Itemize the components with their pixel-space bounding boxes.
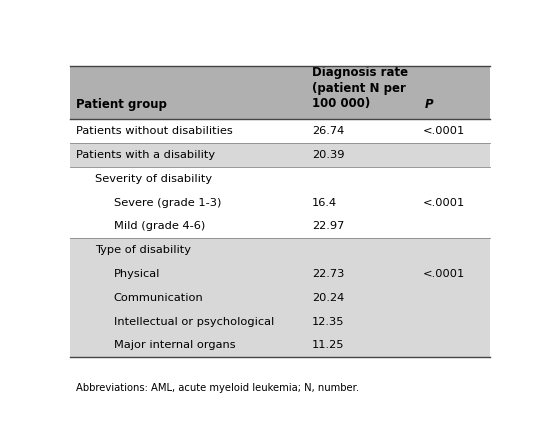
Text: Patient group: Patient group [75,98,166,111]
Text: P: P [424,98,433,111]
Text: <.0001: <.0001 [422,198,464,207]
Text: 26.74: 26.74 [312,126,345,136]
Text: 16.4: 16.4 [312,198,337,207]
Text: Physical: Physical [114,269,160,279]
Bar [71,66,490,119]
Text: Mild (grade 4-6): Mild (grade 4-6) [114,221,205,232]
Text: Intellectual or psychological: Intellectual or psychological [114,317,274,327]
Bar [71,310,490,333]
Text: Type of disability: Type of disability [95,245,191,255]
Text: 22.97: 22.97 [312,221,345,232]
Text: Abbreviations: AML, acute myeloid leukemia; N, number.: Abbreviations: AML, acute myeloid leukem… [75,383,359,392]
Text: <.0001: <.0001 [422,269,464,279]
Text: Major internal organs: Major internal organs [114,340,235,350]
Text: 12.35: 12.35 [312,317,345,327]
Text: Patients with a disability: Patients with a disability [75,150,215,160]
Bar [71,286,490,310]
Bar [71,333,490,358]
Text: Severe (grade 1-3): Severe (grade 1-3) [114,198,221,207]
Bar [71,143,490,167]
Bar [71,262,490,286]
Bar [71,238,490,262]
Bar [71,191,490,215]
Bar [71,215,490,238]
Text: 22.73: 22.73 [312,269,345,279]
Text: 20.24: 20.24 [312,293,345,303]
Bar [71,167,490,191]
Text: <.0001: <.0001 [422,126,464,136]
Text: Diagnosis rate
(patient N per
100 000): Diagnosis rate (patient N per 100 000) [312,66,408,110]
Bar [71,119,490,143]
Text: Severity of disability: Severity of disability [95,174,212,184]
Text: 20.39: 20.39 [312,150,345,160]
Text: 11.25: 11.25 [312,340,345,350]
Text: Communication: Communication [114,293,203,303]
Text: Patients without disabilities: Patients without disabilities [75,126,232,136]
